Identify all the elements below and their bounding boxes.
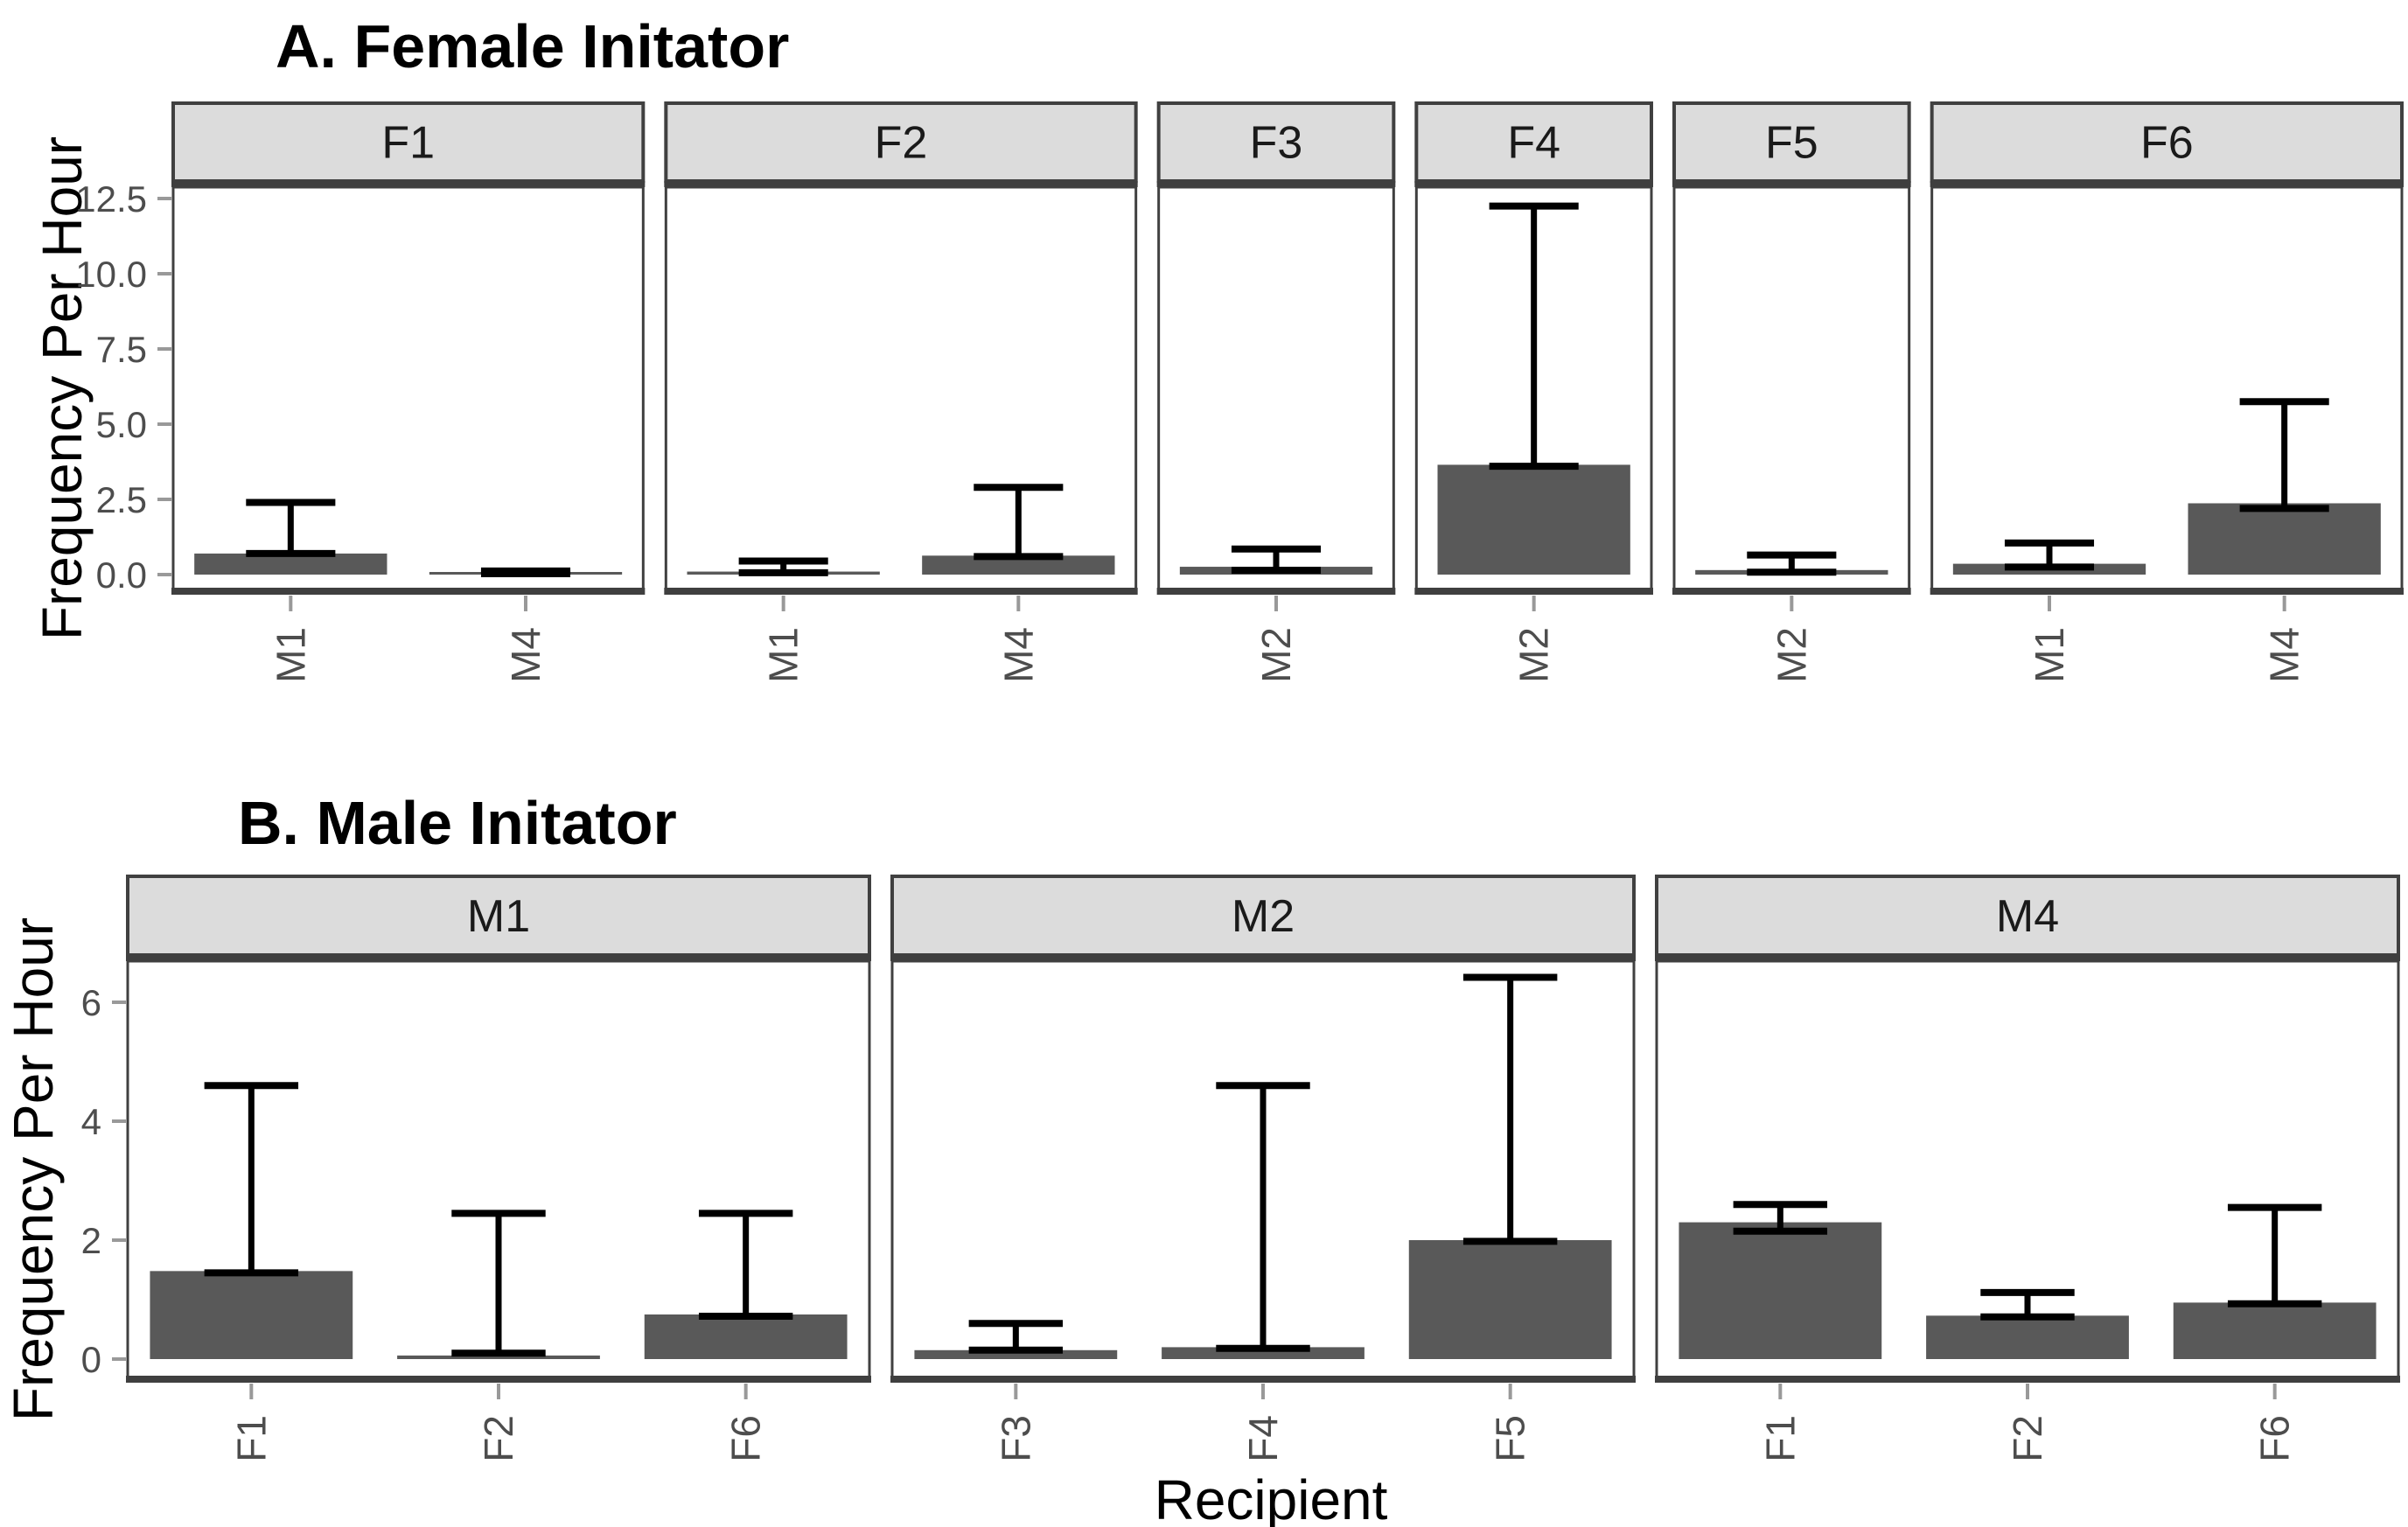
facet-strip-label: M4 <box>1996 891 2059 942</box>
bar-M4-F1 <box>1679 1222 1882 1359</box>
facet-strip-label: F2 <box>875 118 928 169</box>
x-axis-tick-label: F4 <box>1240 1415 1286 1462</box>
facet-strip <box>1930 101 2405 183</box>
facet-strip <box>126 875 871 957</box>
facet-strip <box>664 101 1138 183</box>
facet-strip-label: M1 <box>467 891 530 942</box>
facet-panel <box>1672 185 1911 592</box>
y-axis-tick-label: 12.5 <box>75 178 147 220</box>
x-axis-line <box>1672 588 1911 595</box>
bar-M2-F4 <box>1162 1347 1365 1359</box>
strip-divider-line <box>1930 181 2404 187</box>
strip-divider-line <box>664 181 1138 187</box>
panel-a-title: A. Female Initator <box>276 12 789 80</box>
facet-strip-label: F1 <box>381 118 435 169</box>
bar-M1-F2 <box>397 1355 600 1359</box>
bar-F6-M4 <box>2188 503 2381 575</box>
x-axis-line <box>664 588 1138 595</box>
strip-divider-line <box>1156 181 1396 187</box>
bar-F1-M1 <box>194 553 387 575</box>
strip-divider-line <box>171 181 646 187</box>
panel-b-facets: 0 2 4 6 M1 F1 F2 F6 M2 F3 F4 F5 M4 F1 F2 F6 <box>81 875 2400 1462</box>
bar-M1-F1 <box>150 1271 353 1359</box>
x-axis-tick-label: F6 <box>723 1415 769 1462</box>
y-axis-tick-label: 10.0 <box>75 254 147 295</box>
x-axis-line <box>1156 588 1396 595</box>
y-axis-tick-label: 2.5 <box>96 479 147 520</box>
facet-strip <box>171 101 646 183</box>
x-axis-tick-label: F5 <box>1488 1415 1533 1462</box>
facet-strip-label: F5 <box>1765 118 1818 169</box>
bar-F2-M4 <box>922 555 1115 575</box>
strip-divider-line <box>126 955 871 961</box>
x-axis-tick-label: M4 <box>2262 627 2307 683</box>
x-axis-tick-label: M2 <box>1769 627 1814 683</box>
strip-divider-line <box>1655 955 2400 961</box>
x-axis-tick-label: M4 <box>995 627 1041 683</box>
facet-strip-label: M2 <box>1232 891 1295 942</box>
x-axis-line <box>890 1376 1636 1383</box>
y-axis-tick-label: 7.5 <box>96 329 147 370</box>
x-axis-tick-label: F3 <box>993 1415 1038 1462</box>
x-axis-tick-label: M4 <box>503 627 548 683</box>
y-axis-tick-label: 4 <box>81 1101 101 1142</box>
facet-strip-label: F4 <box>1507 118 1560 169</box>
x-axis-line <box>1930 588 2404 595</box>
strip-divider-line <box>1672 181 1911 187</box>
strip-divider-line <box>1414 181 1653 187</box>
x-axis-tick-label: M1 <box>2027 627 2072 683</box>
bar-M4-F6 <box>2173 1302 2377 1359</box>
facet-panel <box>664 185 1138 592</box>
bar-M1-F6 <box>644 1314 848 1359</box>
x-axis-tick-label: F2 <box>476 1415 521 1462</box>
x-axis-tick-label: M1 <box>268 627 313 683</box>
x-axis-tick-label: F6 <box>2252 1415 2298 1462</box>
facet-strip <box>1672 101 1911 183</box>
x-axis-tick-label: M2 <box>1511 627 1557 683</box>
y-axis-tick-label: 0.0 <box>96 554 147 596</box>
y-axis-tick-label: 2 <box>81 1220 101 1261</box>
x-axis-line <box>1655 1376 2400 1383</box>
facet-strip <box>890 875 1636 957</box>
x-axis-line <box>126 1376 871 1383</box>
facet-strip-label: F6 <box>2140 118 2194 169</box>
facet-panel <box>171 185 645 592</box>
panel-b-y-axis-title: Frequency Per Hour <box>2 917 65 1421</box>
x-axis-line <box>1414 588 1653 595</box>
facet-panel <box>1157 185 1395 592</box>
bar-F4-M2 <box>1437 464 1630 575</box>
bar-M2-F5 <box>1408 1240 1612 1359</box>
bar-M2-F3 <box>914 1349 1118 1359</box>
y-axis-tick-label: 6 <box>81 982 101 1023</box>
x-axis-tick-label: M2 <box>1253 627 1299 683</box>
panel-b-title: B. Male Initator <box>238 789 677 857</box>
facet-strip-label: F3 <box>1250 118 1303 169</box>
panel-a-y-axis-title: Frequency Per Hour <box>31 136 94 640</box>
panel-a-facets: 0.0 2.5 5.0 7.5 10.0 12.5 F1 M1 M4 F2 M1 M4 F3 M2 F4 M2… <box>75 101 2405 683</box>
x-axis-tick-label: M1 <box>761 627 806 683</box>
y-axis-tick-label: 5.0 <box>96 404 147 445</box>
x-axis-line <box>171 588 646 595</box>
x-axis-title: Recipient <box>1155 1468 1388 1527</box>
strip-divider-line <box>890 955 1636 961</box>
x-axis-tick-label: F2 <box>2005 1415 2050 1462</box>
bar-M4-F2 <box>1926 1315 2129 1359</box>
x-axis-tick-label: F1 <box>1757 1415 1803 1462</box>
x-axis-tick-label: F1 <box>228 1415 274 1462</box>
y-axis-tick-label: 0 <box>81 1339 101 1380</box>
